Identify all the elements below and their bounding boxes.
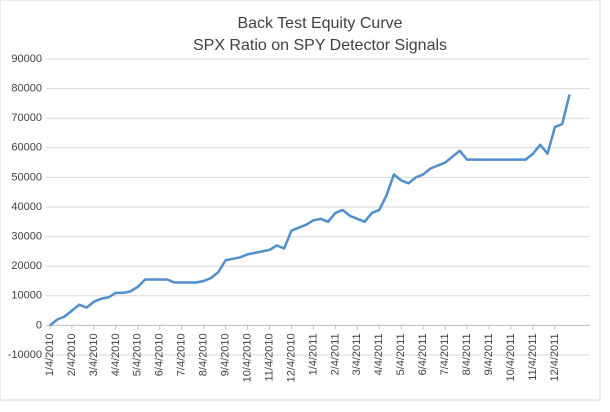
x-tick-label: 1/4/2010 (44, 333, 56, 376)
x-tick-label: 7/4/2011 (439, 333, 451, 375)
x-tick-label: 2/4/2011 (329, 333, 341, 375)
x-tick-label: 11/4/2010 (263, 333, 275, 381)
x-tick-label: 3/4/2011 (351, 333, 363, 375)
y-tick-label: 70000 (11, 112, 42, 124)
x-tick-label: 7/4/2010 (176, 333, 188, 376)
y-tick-label: 30000 (11, 231, 42, 243)
x-tick-label: 9/4/2010 (220, 333, 232, 376)
y-tick-label: 60000 (11, 142, 42, 154)
y-tick-label: 20000 (11, 260, 42, 272)
x-tick-label: 10/4/2010 (241, 333, 253, 382)
chart-title: Back Test Equity Curve (237, 15, 402, 32)
x-tick-label: 1/4/2011 (307, 333, 319, 375)
x-tick-label: 6/4/2010 (154, 333, 166, 376)
chart-subtitle: SPX Ratio on SPY Detector Signals (193, 37, 447, 54)
x-tick-label: 5/4/2011 (395, 333, 407, 375)
y-tick-label: 50000 (11, 171, 42, 183)
x-tick-label: 5/4/2010 (132, 333, 144, 376)
x-tick-label: 8/4/2011 (461, 333, 473, 375)
y-tick-label: 0 (36, 319, 42, 331)
y-tick-label: 80000 (11, 83, 42, 95)
x-tick-label: 2/4/2010 (66, 333, 78, 376)
x-tick-label: 4/4/2011 (373, 333, 385, 375)
x-tick-label: 9/4/2011 (483, 333, 495, 375)
y-tick-label: -10000 (8, 349, 42, 361)
y-tick-label: 90000 (11, 53, 42, 65)
x-tick-label: 12/4/2011 (549, 333, 561, 381)
x-tick-label: 4/4/2010 (110, 333, 122, 376)
x-tick-label: 10/4/2011 (505, 333, 517, 381)
y-tick-label: 40000 (11, 201, 42, 213)
x-tick-label: 6/4/2011 (417, 333, 429, 375)
x-tick-label: 12/4/2010 (285, 333, 297, 382)
line-series (49, 94, 571, 327)
x-tick-label: 8/4/2010 (198, 333, 210, 376)
y-tick-label: 10000 (11, 290, 42, 302)
x-tick-label: 3/4/2010 (88, 333, 100, 376)
x-tick-label: 11/4/2011 (527, 333, 539, 380)
chart-area (0, 0, 601, 401)
